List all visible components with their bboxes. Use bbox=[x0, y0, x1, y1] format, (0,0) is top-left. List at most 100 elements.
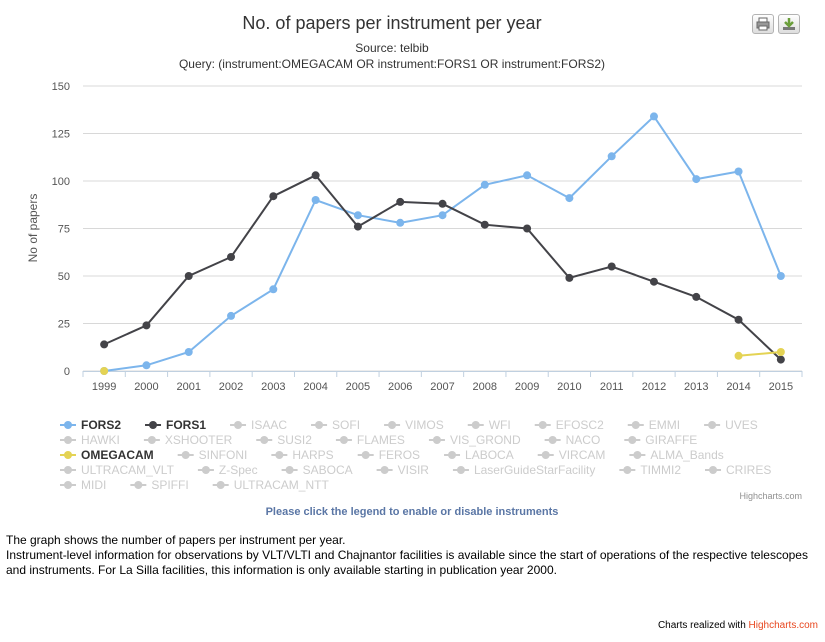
legend-item[interactable]: SABOCA bbox=[281, 463, 353, 477]
data-point-fors2[interactable] bbox=[565, 194, 574, 203]
legend-item[interactable]: SPIFFI bbox=[130, 478, 189, 492]
x-tick-label: 2008 bbox=[473, 381, 497, 393]
series-line-omegacam[interactable] bbox=[738, 351, 781, 357]
legend-item[interactable]: EMMI bbox=[627, 418, 680, 432]
legend-label: CRIRES bbox=[726, 463, 771, 477]
legend-item[interactable]: FEROS bbox=[357, 448, 420, 462]
data-point-fors1[interactable] bbox=[607, 262, 616, 271]
legend-label: EMMI bbox=[649, 418, 680, 432]
legend-item[interactable]: SUSI2 bbox=[256, 433, 312, 447]
legend-item[interactable]: VIS_GROND bbox=[428, 433, 521, 447]
legend-item[interactable]: GIRAFFE bbox=[624, 433, 697, 447]
data-point-fors2[interactable] bbox=[269, 285, 278, 294]
data-point-fors2[interactable] bbox=[142, 361, 151, 370]
legend-item[interactable]: CRIRES bbox=[705, 463, 771, 477]
y-tick-label: 75 bbox=[58, 224, 70, 236]
footer-link[interactable]: Highcharts.com bbox=[748, 620, 818, 631]
legend-item[interactable]: ULTRACAM_NTT bbox=[212, 478, 330, 492]
legend-item[interactable]: FORS1 bbox=[145, 418, 206, 432]
data-point-fors2[interactable] bbox=[227, 311, 236, 320]
legend-item[interactable]: TIMMI2 bbox=[619, 463, 681, 477]
legend-item[interactable]: SOFI bbox=[311, 418, 360, 432]
legend-marker bbox=[275, 451, 284, 459]
x-tick-label: 2001 bbox=[176, 381, 200, 393]
legend-label: UVES bbox=[725, 418, 758, 432]
data-point-fors2[interactable] bbox=[184, 348, 193, 356]
data-point-fors1[interactable] bbox=[776, 355, 785, 364]
legend-marker bbox=[628, 436, 637, 444]
export-button[interactable] bbox=[778, 14, 800, 34]
data-point-fors1[interactable] bbox=[692, 292, 701, 301]
legend-item[interactable]: ALMA_Bands bbox=[629, 448, 724, 462]
data-point-fors1[interactable] bbox=[396, 197, 405, 206]
legend-item[interactable]: SINFONI bbox=[177, 448, 248, 462]
data-point-fors1[interactable] bbox=[565, 273, 574, 282]
legend-label: FLAMES bbox=[357, 433, 405, 447]
legend-item[interactable]: OMEGACAM bbox=[60, 448, 154, 462]
legend-item[interactable]: FORS2 bbox=[60, 418, 121, 432]
print-button[interactable] bbox=[752, 14, 774, 34]
legend-item[interactable]: Z-Spec bbox=[197, 463, 258, 477]
legend-item[interactable]: ISAAC bbox=[230, 418, 287, 432]
legend-label: FORS2 bbox=[81, 418, 121, 432]
legend-item[interactable]: XSHOOTER bbox=[143, 433, 233, 447]
data-point-omegacam[interactable] bbox=[734, 351, 743, 360]
legend-label: VIS_GROND bbox=[450, 433, 521, 447]
credit-link[interactable]: Highcharts.com bbox=[739, 491, 802, 501]
data-point-fors2[interactable] bbox=[776, 272, 785, 280]
data-point-fors2[interactable] bbox=[692, 175, 701, 184]
legend-marker bbox=[64, 421, 72, 429]
footer-prefix: Charts realized with bbox=[657, 620, 749, 631]
data-point-omegacam[interactable] bbox=[776, 348, 785, 356]
data-point-fors2[interactable] bbox=[438, 211, 447, 220]
legend-marker bbox=[315, 421, 324, 429]
data-point-fors1[interactable] bbox=[734, 315, 743, 324]
legend-item[interactable]: FLAMES bbox=[335, 433, 405, 447]
legend-item[interactable]: UVES bbox=[704, 418, 758, 432]
data-point-fors1[interactable] bbox=[438, 199, 447, 208]
legend-item[interactable]: VIMOS bbox=[384, 418, 444, 432]
data-point-fors1[interactable] bbox=[649, 277, 658, 286]
data-point-fors2[interactable] bbox=[480, 180, 489, 189]
data-point-fors2[interactable] bbox=[396, 218, 405, 227]
series-line-fors2[interactable] bbox=[104, 114, 782, 372]
legend-item[interactable]: MIDI bbox=[60, 478, 106, 492]
legend-item[interactable]: LaserGuideStarFacility bbox=[452, 463, 595, 477]
data-point-fors1[interactable] bbox=[269, 192, 278, 201]
data-point-fors2[interactable] bbox=[734, 167, 743, 176]
legend-item[interactable]: WFI bbox=[467, 418, 511, 432]
legend-item[interactable]: VIRCAM bbox=[537, 448, 606, 462]
legend-item[interactable]: EFOSC2 bbox=[534, 418, 604, 432]
legend-marker bbox=[181, 451, 190, 459]
legend-marker bbox=[448, 451, 457, 459]
legend-item[interactable]: VISIR bbox=[376, 463, 430, 477]
data-point-fors2[interactable] bbox=[311, 196, 320, 204]
legend-item[interactable]: LABOCA bbox=[444, 448, 514, 462]
data-point-fors1[interactable] bbox=[353, 222, 362, 231]
legend-marker bbox=[234, 421, 243, 429]
legend-marker bbox=[709, 466, 718, 474]
x-tick-label: 2010 bbox=[557, 381, 581, 393]
data-point-fors1[interactable] bbox=[100, 340, 109, 349]
data-point-omegacam[interactable] bbox=[100, 367, 109, 375]
data-point-fors2[interactable] bbox=[353, 211, 362, 220]
data-point-fors2[interactable] bbox=[607, 152, 616, 161]
data-point-fors1[interactable] bbox=[311, 171, 320, 180]
data-point-fors1[interactable] bbox=[523, 224, 532, 233]
legend-item[interactable]: ULTRACAM_VLT bbox=[60, 463, 175, 477]
x-tick-label: 2005 bbox=[346, 381, 370, 393]
legend-marker bbox=[633, 451, 642, 459]
legend-item[interactable]: HAWKI bbox=[60, 433, 120, 447]
legend-marker bbox=[285, 466, 294, 474]
legend-item[interactable]: NACO bbox=[544, 433, 601, 447]
data-point-fors2[interactable] bbox=[523, 171, 532, 180]
legend-label: TIMMI2 bbox=[640, 463, 681, 477]
data-point-fors1[interactable] bbox=[184, 272, 193, 280]
legend-item[interactable]: HARPS bbox=[271, 448, 334, 462]
data-point-fors1[interactable] bbox=[227, 253, 236, 261]
data-point-fors1[interactable] bbox=[480, 220, 489, 229]
legend-marker bbox=[388, 421, 397, 429]
legend-label: VISIR bbox=[398, 463, 430, 477]
data-point-fors1[interactable] bbox=[142, 321, 151, 330]
data-point-fors2[interactable] bbox=[649, 112, 658, 121]
